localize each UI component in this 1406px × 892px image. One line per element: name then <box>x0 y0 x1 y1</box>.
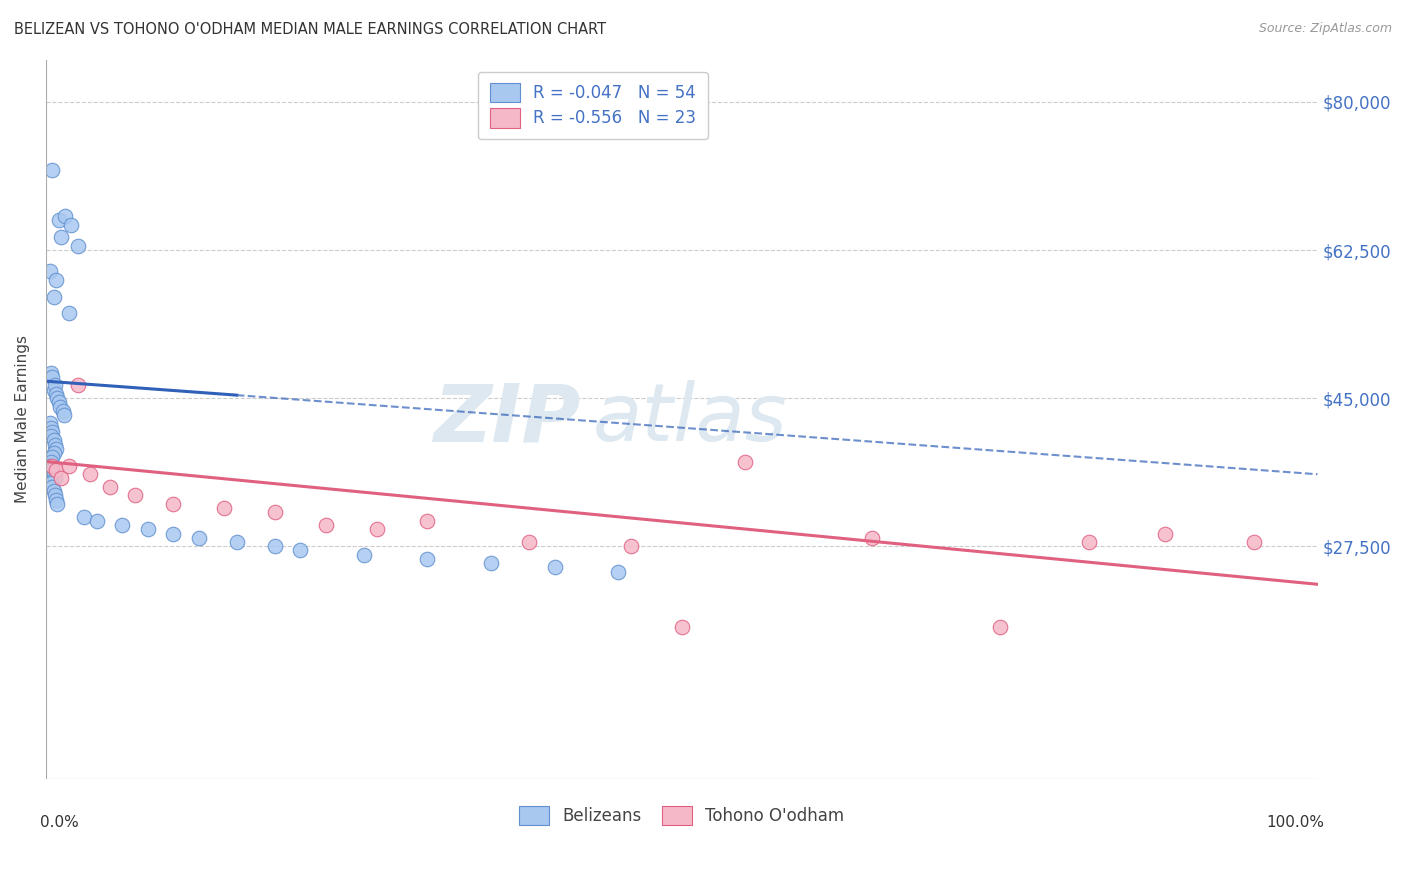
Y-axis label: Median Male Earnings: Median Male Earnings <box>15 335 30 503</box>
Point <box>86 514 108 528</box>
Point <box>111 518 134 533</box>
Text: 100.0%: 100.0% <box>1265 815 1324 830</box>
Point <box>53 209 76 223</box>
Point <box>42 383 65 397</box>
Point <box>41 370 63 384</box>
Point <box>263 505 285 519</box>
Point <box>66 239 89 253</box>
Point <box>124 488 146 502</box>
Point <box>671 619 693 633</box>
Point <box>98 480 121 494</box>
Point <box>263 539 285 553</box>
Point <box>1077 535 1099 549</box>
Point <box>1154 526 1177 541</box>
Point <box>41 463 63 477</box>
Point <box>42 446 65 460</box>
Text: ZIP: ZIP <box>433 380 581 458</box>
Point <box>517 535 540 549</box>
Point <box>41 162 63 177</box>
Point <box>45 492 67 507</box>
Point <box>988 619 1011 633</box>
Point <box>162 526 184 541</box>
Point <box>46 497 69 511</box>
Point <box>620 539 643 553</box>
Point <box>38 264 60 278</box>
Point <box>79 467 101 482</box>
Point <box>39 429 62 443</box>
Point <box>41 450 63 465</box>
Point <box>416 514 439 528</box>
Point <box>48 213 70 227</box>
Point <box>366 522 388 536</box>
Point <box>416 552 439 566</box>
Point <box>73 509 96 524</box>
Point <box>45 463 67 477</box>
Legend: Belizeans, Tohono O'odham: Belizeans, Tohono O'odham <box>509 796 855 835</box>
Point <box>42 434 65 448</box>
Point <box>60 218 83 232</box>
Point <box>44 378 66 392</box>
Point <box>46 391 69 405</box>
Point <box>41 458 63 473</box>
Point <box>862 531 884 545</box>
Point <box>38 458 60 473</box>
Text: 0.0%: 0.0% <box>39 815 79 830</box>
Point <box>51 471 73 485</box>
Text: BELIZEAN VS TOHONO O'ODHAM MEDIAN MALE EARNINGS CORRELATION CHART: BELIZEAN VS TOHONO O'ODHAM MEDIAN MALE E… <box>14 22 606 37</box>
Point <box>39 421 62 435</box>
Point <box>353 548 375 562</box>
Point <box>49 400 72 414</box>
Point <box>66 378 89 392</box>
Point <box>41 480 63 494</box>
Point <box>42 467 65 482</box>
Point <box>51 230 73 244</box>
Point <box>42 484 65 499</box>
Point <box>315 518 337 533</box>
Point <box>187 531 209 545</box>
Point <box>607 565 630 579</box>
Point <box>41 425 63 439</box>
Point <box>479 556 502 570</box>
Text: Source: ZipAtlas.com: Source: ZipAtlas.com <box>1258 22 1392 36</box>
Point <box>162 497 184 511</box>
Point <box>45 387 67 401</box>
Point <box>39 366 62 380</box>
Point <box>44 471 66 485</box>
Point <box>45 272 67 286</box>
Point <box>734 454 756 468</box>
Point <box>543 560 565 574</box>
Point <box>58 306 80 320</box>
Point <box>51 404 73 418</box>
Point <box>39 454 62 468</box>
Point <box>38 417 60 431</box>
Point <box>39 475 62 490</box>
Point <box>52 408 75 422</box>
Text: atlas: atlas <box>593 380 787 458</box>
Point <box>48 395 70 409</box>
Point <box>1243 535 1265 549</box>
Point <box>45 442 67 456</box>
Point <box>42 289 65 303</box>
Point <box>136 522 159 536</box>
Point <box>212 501 235 516</box>
Point <box>44 437 66 451</box>
Point <box>225 535 247 549</box>
Point <box>290 543 312 558</box>
Point <box>44 488 66 502</box>
Point <box>58 458 80 473</box>
